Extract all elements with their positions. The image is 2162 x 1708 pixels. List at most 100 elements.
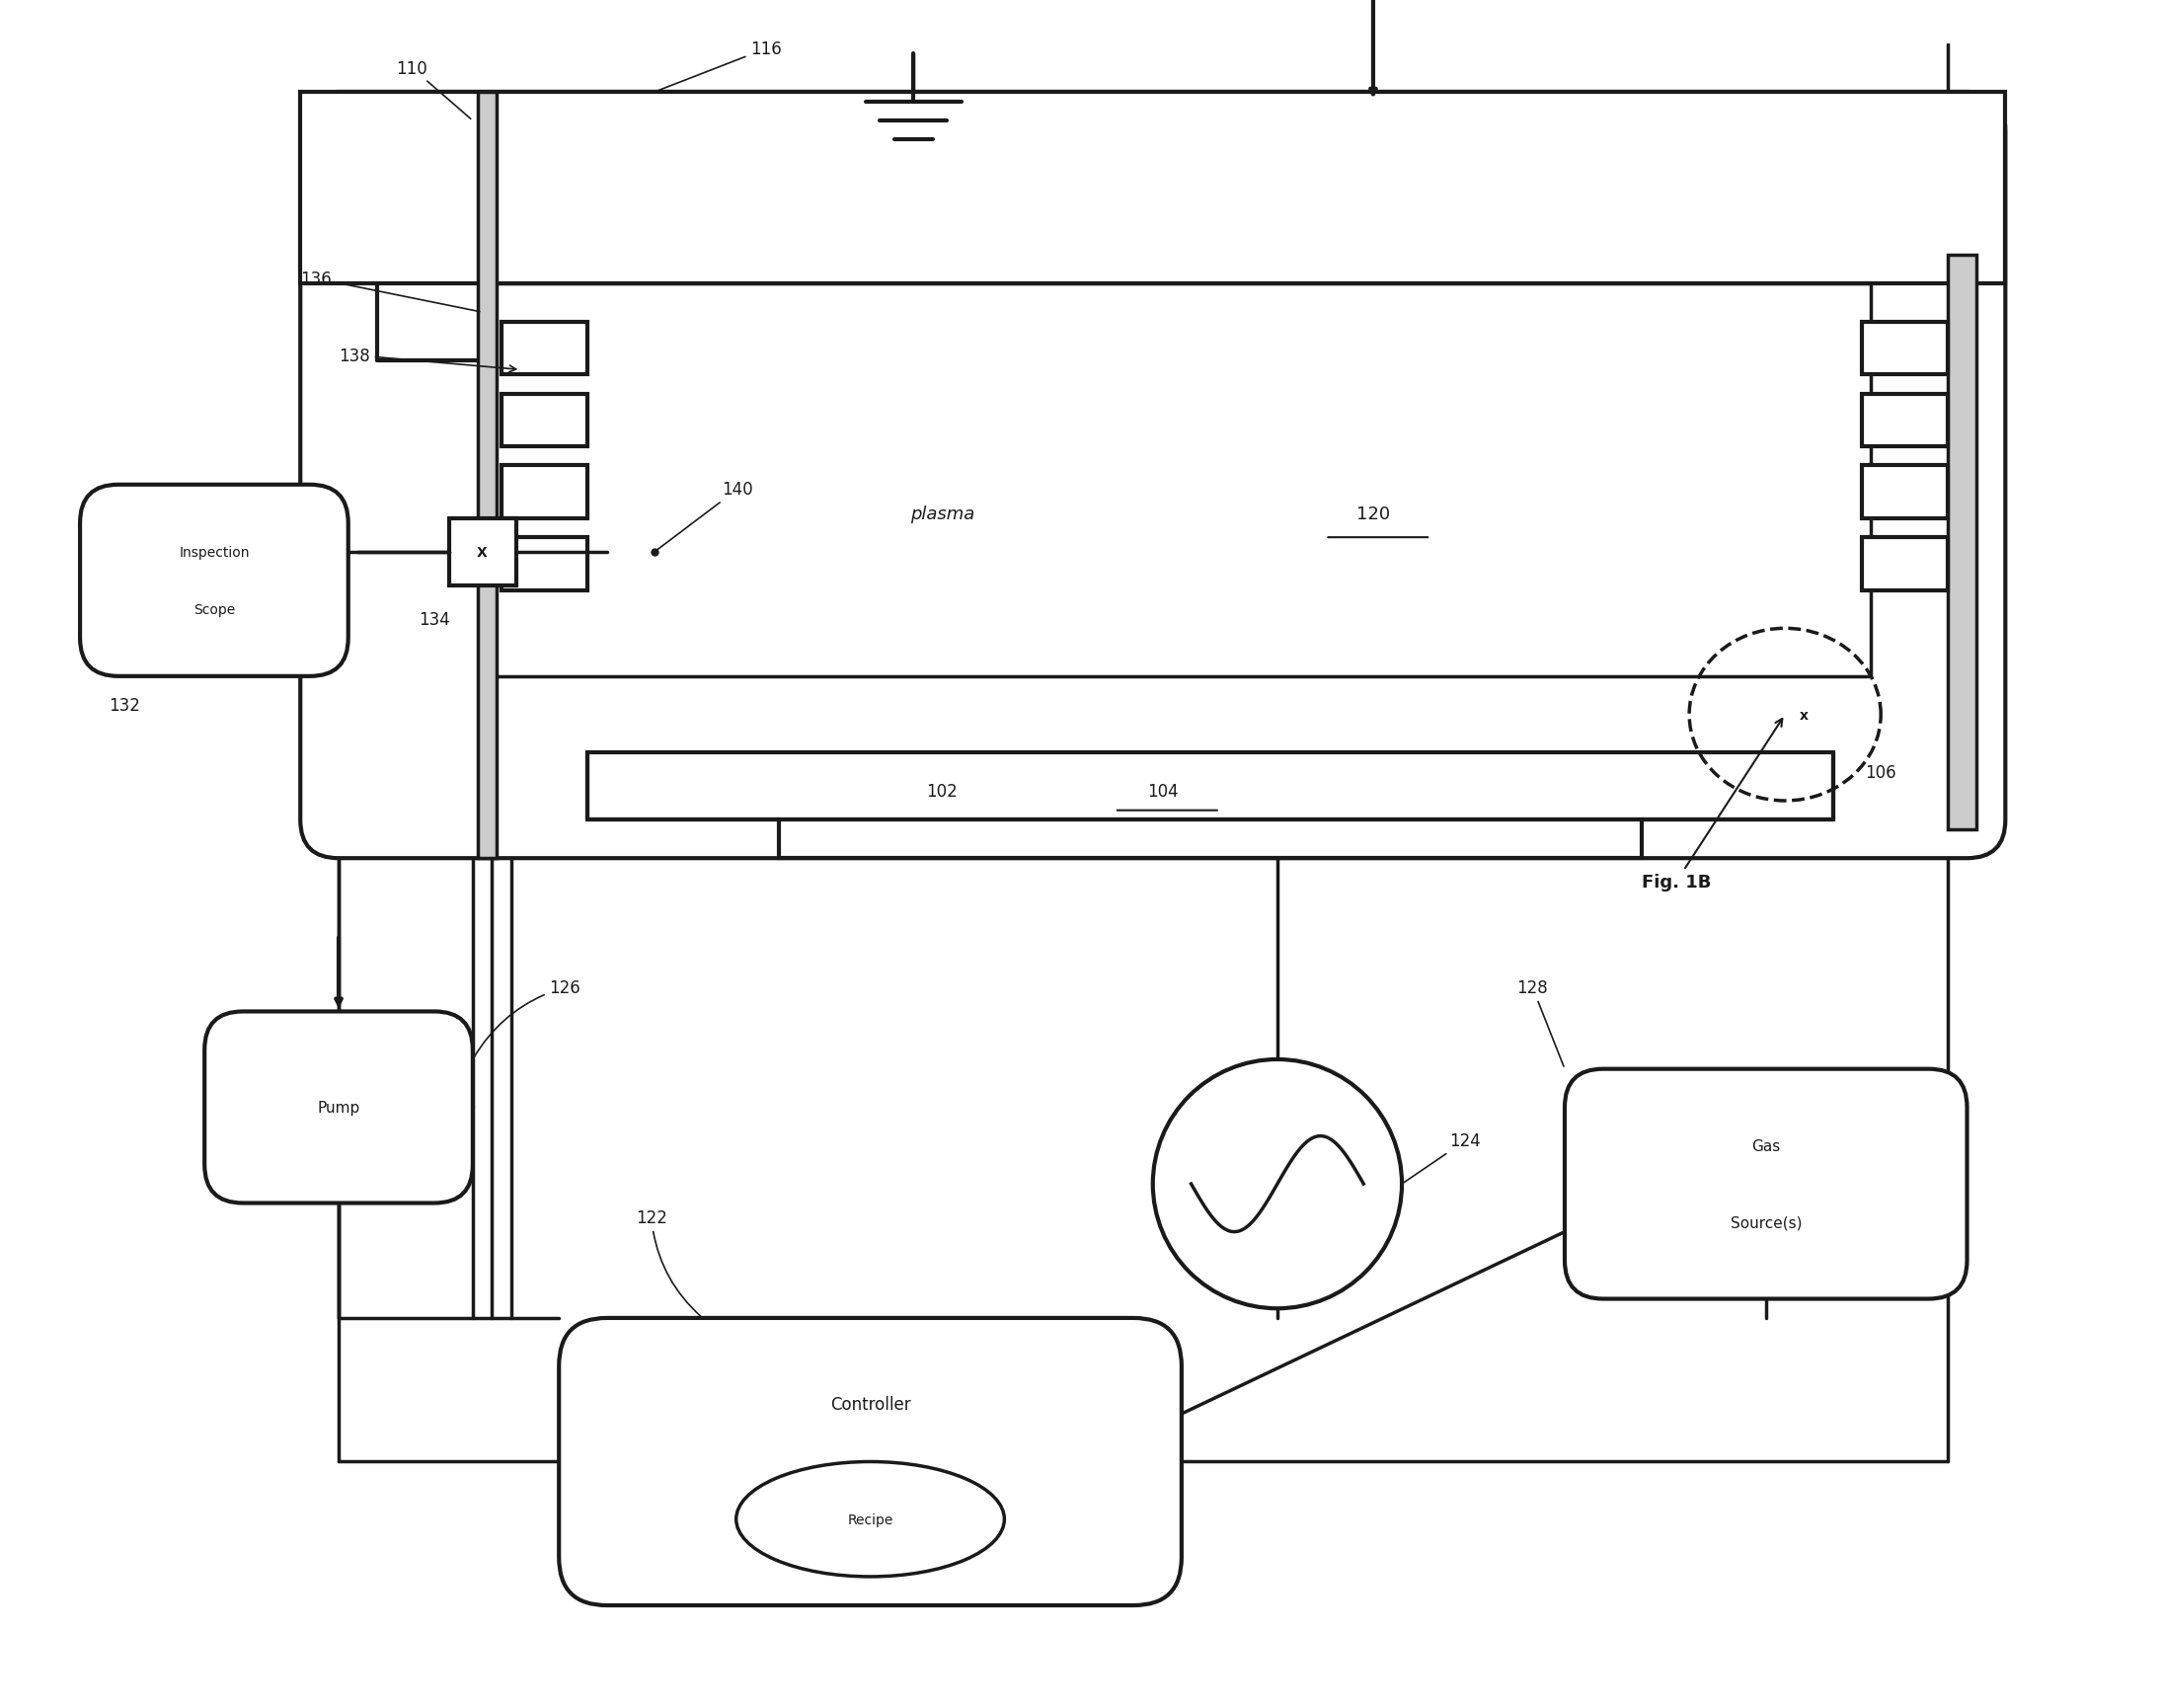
Point <box>1172 603 1206 630</box>
Point <box>614 608 649 635</box>
Point <box>1323 412 1358 439</box>
Point <box>1451 328 1485 355</box>
Point <box>1397 311 1431 338</box>
Point <box>636 529 670 557</box>
Point <box>1574 593 1609 620</box>
Point <box>1103 294 1137 321</box>
Point <box>1113 410 1148 437</box>
Point <box>988 535 1023 562</box>
Point <box>1273 570 1308 598</box>
Point <box>1606 381 1641 408</box>
Point <box>1276 301 1310 328</box>
Point <box>1321 553 1356 581</box>
Point <box>1321 567 1356 594</box>
Point <box>1260 639 1295 666</box>
Point <box>1075 465 1109 492</box>
Point <box>1014 524 1049 552</box>
Point <box>1738 606 1773 634</box>
Point <box>1812 319 1846 347</box>
Point <box>858 355 893 383</box>
Point <box>1518 454 1552 482</box>
Point <box>1364 285 1399 313</box>
Point <box>1565 570 1600 598</box>
Point <box>1152 533 1187 560</box>
Point <box>1239 456 1273 483</box>
Point <box>1334 325 1369 352</box>
Point <box>1714 560 1749 588</box>
Point <box>1263 377 1297 405</box>
Point <box>912 352 947 379</box>
Point <box>1124 328 1159 355</box>
Point <box>1222 509 1256 536</box>
FancyBboxPatch shape <box>560 1319 1183 1606</box>
Point <box>1284 347 1319 374</box>
Point <box>1676 422 1710 449</box>
Point <box>592 622 627 649</box>
Point <box>1740 560 1775 588</box>
Point <box>1116 504 1150 531</box>
Bar <box>502 395 588 447</box>
Point <box>633 458 668 485</box>
Point <box>787 559 822 586</box>
Point <box>1148 552 1183 579</box>
Point <box>1792 480 1827 507</box>
Point <box>1150 425 1185 453</box>
Point <box>1394 422 1429 449</box>
Point <box>1580 302 1615 330</box>
Point <box>891 630 925 658</box>
Point <box>649 405 683 432</box>
Text: Gas: Gas <box>1751 1139 1779 1153</box>
Text: 116: 116 <box>657 41 783 92</box>
Text: 110: 110 <box>396 60 471 120</box>
Bar <box>588 753 1833 820</box>
Point <box>997 297 1031 325</box>
Point <box>1325 642 1360 670</box>
Point <box>1548 287 1583 314</box>
Point <box>1583 500 1617 528</box>
Point <box>1585 552 1619 579</box>
Point <box>1472 359 1507 386</box>
Point <box>1706 427 1740 454</box>
Bar <box>778 820 1641 859</box>
Point <box>1567 386 1602 413</box>
Point <box>962 601 997 629</box>
Point <box>990 328 1025 355</box>
Point <box>1509 328 1544 355</box>
Point <box>666 576 700 603</box>
Point <box>1027 372 1062 400</box>
Point <box>1178 424 1213 451</box>
Point <box>1289 321 1323 348</box>
Point <box>1429 477 1464 504</box>
Point <box>696 430 731 458</box>
Point <box>590 596 625 623</box>
Point <box>925 441 960 468</box>
Text: Pump: Pump <box>318 1100 361 1115</box>
Point <box>1658 557 1693 584</box>
Point <box>1805 512 1840 540</box>
Point <box>1468 306 1503 333</box>
Point <box>582 584 616 611</box>
Point <box>1509 352 1544 379</box>
Point <box>538 589 573 617</box>
Point <box>906 528 940 555</box>
Point <box>1412 282 1446 309</box>
Text: 134: 134 <box>419 610 450 629</box>
Point <box>521 574 556 601</box>
Point <box>1803 572 1838 600</box>
Point <box>1377 588 1412 615</box>
Point <box>1496 367 1531 395</box>
Point <box>1163 451 1198 478</box>
Point <box>1103 562 1137 589</box>
Point <box>1347 548 1382 576</box>
Point <box>1317 364 1351 391</box>
Point <box>800 459 835 487</box>
Point <box>1187 389 1222 417</box>
Point <box>495 598 530 625</box>
Point <box>1265 601 1299 629</box>
Point <box>510 596 545 623</box>
Text: 136: 136 <box>301 270 480 313</box>
Point <box>536 425 571 453</box>
Point <box>867 564 902 591</box>
Point <box>510 437 545 465</box>
Point <box>536 318 571 345</box>
